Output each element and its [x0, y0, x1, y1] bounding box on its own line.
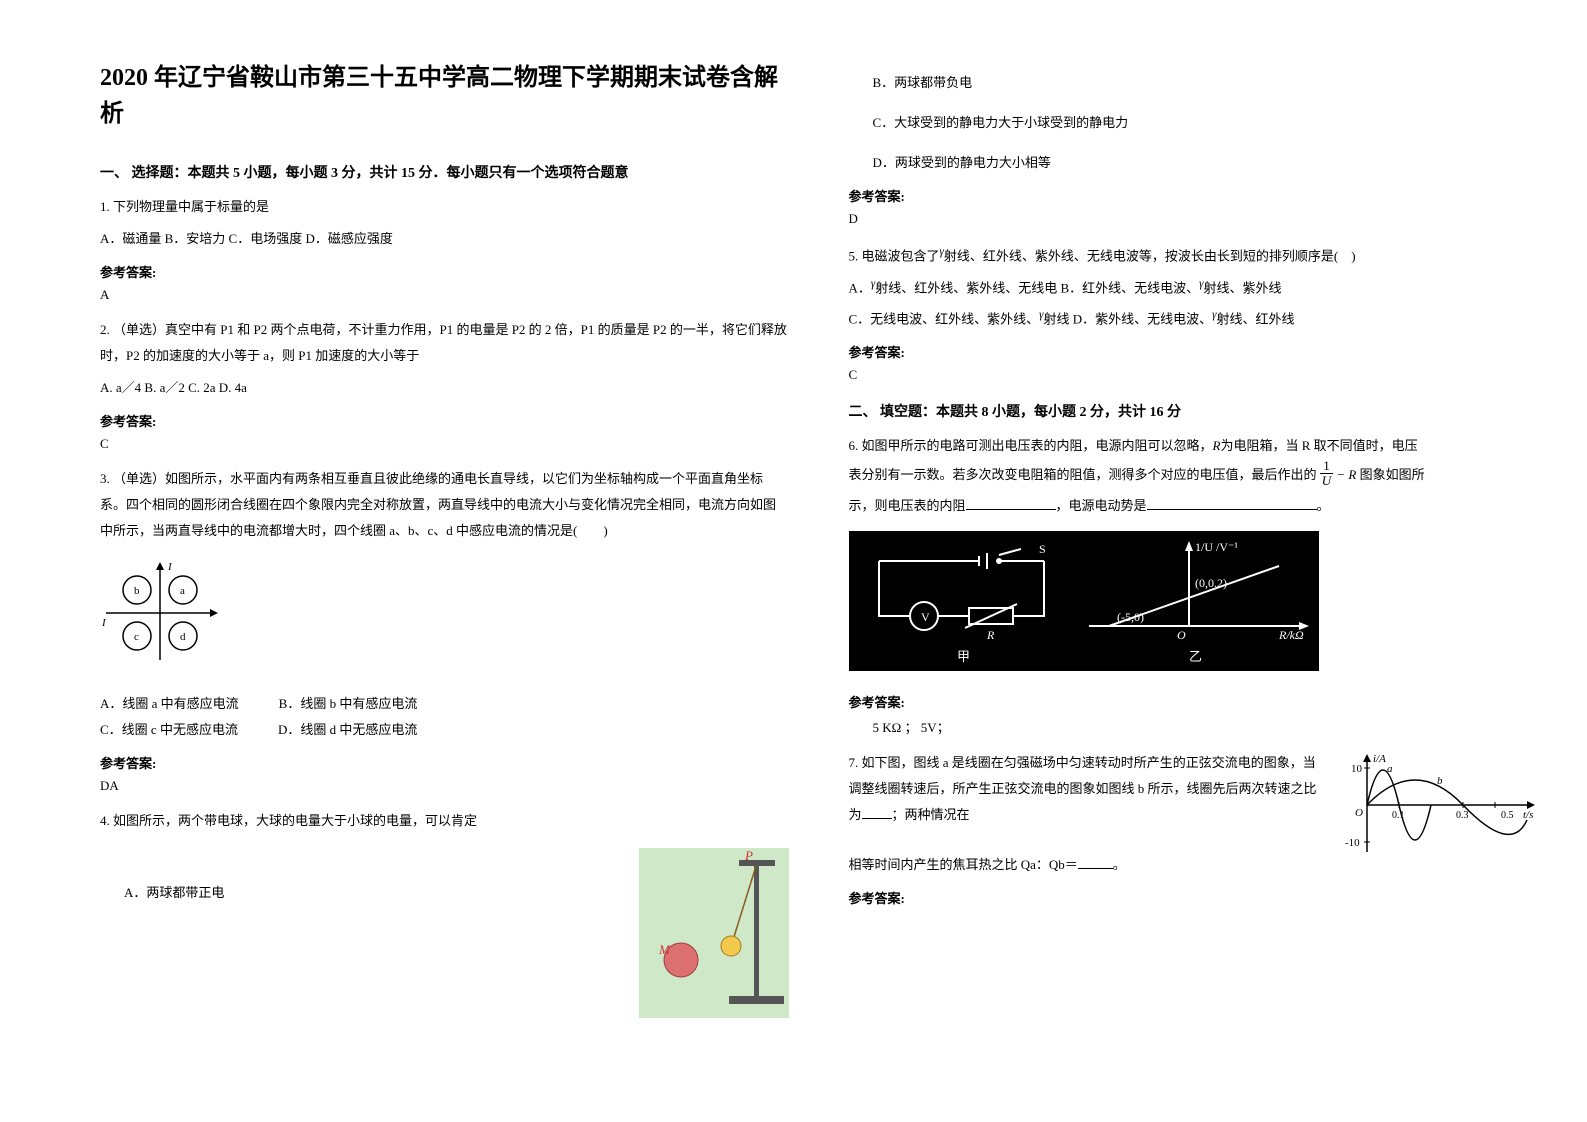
fill-blank	[862, 806, 892, 819]
figure-q4-charged-balls: M P	[639, 848, 789, 1027]
figure-q6-circuit-graph: V R S 甲 1/U /V⁻¹ R/kΩ (0,0.2) (-	[849, 531, 1538, 680]
answer-label: 参考答案:	[849, 342, 1538, 361]
right-column: B．两球都带负电 C．大球受到的静电力大于小球受到的静电力 D．两球受到的静电力…	[849, 60, 1538, 1027]
fill-blank	[1147, 497, 1317, 510]
origin-label: O	[1177, 628, 1186, 642]
circle-label: d	[180, 631, 186, 643]
option-b: B．两球都带负电	[849, 70, 1538, 96]
option-row: C．无线电波、红外线、紫外线、γ射线 D．紫外线、无线电波、γ射线、红外线	[849, 304, 1538, 332]
answer-label: 参考答案:	[100, 411, 789, 430]
question-text: 4. 如图所示，两个带电球，大球的电量大于小球的电量，可以肯定	[100, 808, 789, 834]
question-text: 5. 电磁波包含了γ射线、红外线、紫外线、无线电波等，按波长由长到短的排列顺序是…	[849, 241, 1538, 269]
question-7: i/A t/s 10 -10 O a b 0.1 0.3 0.5	[849, 750, 1538, 878]
option-a: A．线圈 a 中有感应电流	[100, 691, 239, 717]
option-b: B．线圈 b 中有感应电流	[279, 691, 418, 717]
curve-label: a	[1387, 763, 1393, 775]
tick-label: 0.5	[1501, 810, 1514, 821]
option-row: A．γ射线、红外线、紫外线、无线电 B．红外线、无线电波、γ射线、紫外线	[849, 273, 1538, 301]
question-text: 2. （单选）真空中有 P1 和 P2 两个点电荷，不计重力作用，P1 的电量是…	[100, 317, 789, 369]
tick-label: 0.3	[1456, 810, 1469, 821]
tick-label: -10	[1345, 837, 1360, 849]
answer-value: 5 KΩ ； 5V；	[849, 717, 1538, 736]
option-c: C．大球受到的静电力大于小球受到的静电力	[849, 110, 1538, 136]
answer-value: C	[100, 436, 789, 452]
question-3: 3. （单选）如图所示，水平面内有两条相互垂直且彼此绝缘的通电长直导线，以它们为…	[100, 466, 789, 743]
axis-label: I	[167, 561, 173, 573]
label-yi: 乙	[1189, 649, 1202, 664]
answer-label: 参考答案:	[849, 692, 1538, 711]
label-R: R	[986, 628, 995, 642]
label-jia: 甲	[957, 649, 970, 664]
answer-label: 参考答案:	[849, 186, 1538, 205]
axis-label: I	[101, 617, 107, 629]
question-4: 4. 如图所示，两个带电球，大球的电量大于小球的电量，可以肯定 M P A．两球…	[100, 808, 789, 906]
fraction-icon: 1U	[1320, 459, 1333, 489]
answer-value: D	[849, 211, 1538, 227]
curve-label: b	[1437, 775, 1443, 787]
exam-page: 2020 年辽宁省鞍山市第三十五中学高二物理下学期期末试卷含解析 一、 选择题：…	[0, 0, 1587, 1057]
answer-label: 参考答案:	[100, 262, 789, 281]
answer-value: DA	[100, 778, 789, 794]
fill-blank	[1078, 856, 1113, 869]
option-d: D．两球受到的静电力大小相等	[849, 150, 1538, 176]
question-text: 示，则电压表的内阻，电源电动势是。	[849, 493, 1538, 519]
question-text: 1. 下列物理量中属于标量的是	[100, 194, 789, 220]
circle-label: c	[134, 631, 139, 643]
x-axis-label: R/kΩ	[1278, 628, 1304, 642]
question-options: A．磁通量 B．安培力 C．电场强度 D．磁感应强度	[100, 226, 789, 252]
answer-value: A	[100, 287, 789, 303]
graph-point: (0,0.2)	[1195, 576, 1227, 590]
option-d: D．线圈 d 中无感应电流	[278, 717, 417, 743]
question-2: 2. （单选）真空中有 P1 和 P2 两个点电荷，不计重力作用，P1 的电量是…	[100, 317, 789, 401]
circle-label: b	[134, 585, 140, 597]
answer-value: C	[849, 367, 1538, 383]
y-axis-label: 1/U /V⁻¹	[1195, 540, 1238, 554]
question-options: A. a／4 B. a／2 C. 2a D. 4a	[100, 375, 789, 401]
fill-blank	[966, 497, 1056, 510]
origin-label: O	[1355, 807, 1363, 819]
question-4-contd: B．两球都带负电 C．大球受到的静电力大于小球受到的静电力 D．两球受到的静电力…	[849, 70, 1538, 176]
answer-label: 参考答案:	[100, 753, 789, 772]
tick-label: 0.1	[1392, 810, 1405, 821]
section-2-heading: 二、 填空题：本题共 8 小题，每小题 2 分，共计 16 分	[849, 401, 1538, 421]
graph-point: (-5,0)	[1117, 610, 1144, 624]
figure-q7-sine-waves: i/A t/s 10 -10 O a b 0.1 0.3 0.5	[1337, 750, 1537, 869]
question-text: 6. 如图甲所示的电路可测出电压表的内阻，电源内阻可以忽略，R为电阻箱，当 R …	[849, 433, 1538, 459]
figure-q3-coord-circles: I I b a c d	[100, 558, 220, 677]
section-1-heading: 一、 选择题：本题共 5 小题，每小题 3 分，共计 15 分．每小题只有一个选…	[100, 162, 789, 182]
question-options: A．线圈 a 中有感应电流 B．线圈 b 中有感应电流	[100, 691, 789, 717]
question-text: 3. （单选）如图所示，水平面内有两条相互垂直且彼此绝缘的通电长直导线，以它们为…	[100, 466, 789, 544]
question-text: 表分别有一示数。若多次改变电阻箱的阻值，测得多个对应的电压值，最后作出的 1U …	[849, 461, 1538, 491]
label-M: M	[658, 942, 671, 957]
question-1: 1. 下列物理量中属于标量的是 A．磁通量 B．安培力 C．电场强度 D．磁感应…	[100, 194, 789, 252]
x-axis-label: t/s	[1523, 809, 1533, 821]
label-V: V	[921, 610, 930, 624]
question-5: 5. 电磁波包含了γ射线、红外线、紫外线、无线电波等，按波长由长到短的排列顺序是…	[849, 241, 1538, 332]
tick-label: 10	[1351, 763, 1363, 775]
label-S: S	[1039, 542, 1046, 556]
exam-title: 2020 年辽宁省鞍山市第三十五中学高二物理下学期期末试卷含解析	[100, 60, 789, 132]
y-axis-label: i/A	[1373, 753, 1386, 765]
option-c: C．线圈 c 中无感应电流	[100, 717, 238, 743]
question-6: 6. 如图甲所示的电路可测出电压表的内阻，电源内阻可以忽略，R为电阻箱，当 R …	[849, 433, 1538, 680]
circle-label: a	[180, 585, 185, 597]
label-P: P	[744, 848, 753, 863]
question-options: C．线圈 c 中无感应电流 D．线圈 d 中无感应电流	[100, 717, 789, 743]
left-column: 2020 年辽宁省鞍山市第三十五中学高二物理下学期期末试卷含解析 一、 选择题：…	[100, 60, 789, 1027]
answer-label: 参考答案:	[849, 888, 1538, 907]
